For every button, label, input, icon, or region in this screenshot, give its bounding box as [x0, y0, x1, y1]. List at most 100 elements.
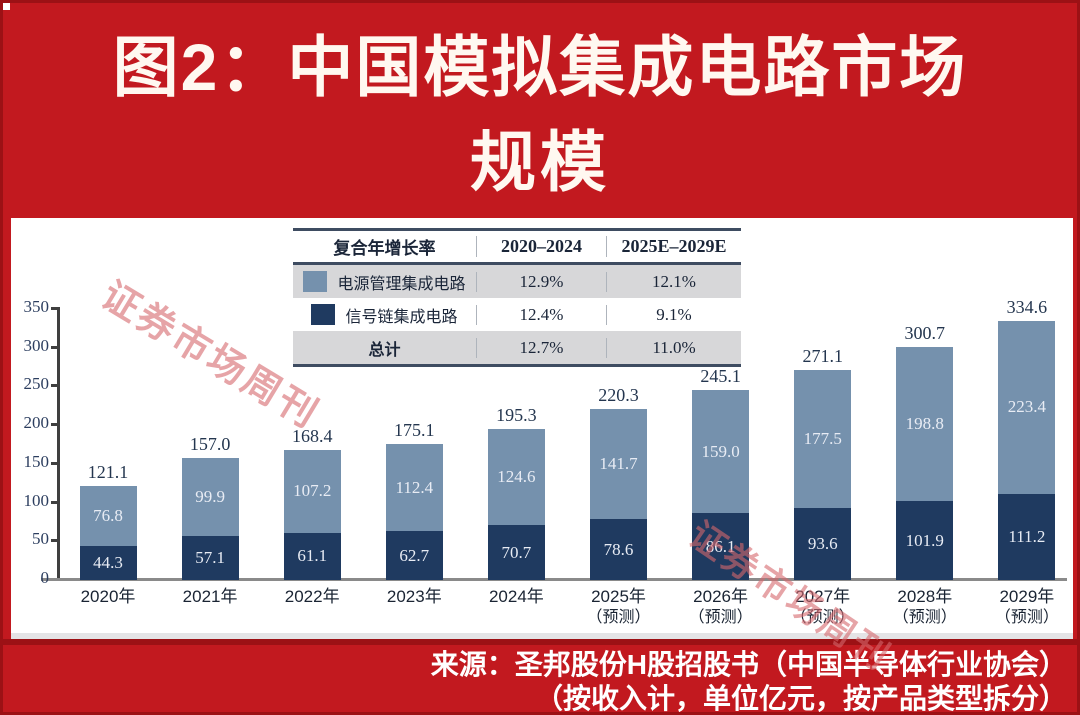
bar-light-value-label: 159.0 [701, 441, 740, 461]
source-line2: （按收入计，单位亿元，按产品类型拆分） [534, 683, 1067, 714]
legend-label: 信号链集成电路 [345, 308, 458, 326]
bar-light-value-label: 141.7 [599, 454, 638, 474]
bar-dark-value-label: 62.7 [399, 545, 430, 565]
red-divider [3, 639, 1077, 645]
cagr-value: 11.0% [606, 337, 741, 358]
cagr-value: 12.1% [606, 271, 741, 292]
y-axis-label: 250 [23, 374, 50, 394]
cagr-value: 12.4% [476, 304, 606, 325]
bar-light-value-label: 198.8 [905, 414, 944, 434]
bar-dark-value-label: 86.1 [705, 536, 736, 556]
legend-row-power-management: 电源管理集成电路 12.9% 12.1% [293, 265, 741, 298]
corner-artifact [3, 3, 10, 10]
stacked-bar-light-2027年 [794, 370, 852, 508]
legend-row-total: 总计 12.7% 11.0% [293, 331, 741, 364]
bar-light-value-label: 76.8 [93, 505, 123, 525]
x-axis-label-2027年: 2027年 （预测） [790, 587, 855, 626]
x-axis-label-2021年: 2021年 [182, 587, 238, 606]
bar-dark-value-label: 70.7 [501, 542, 532, 562]
stacked-bar-dark-2023年 [385, 531, 443, 580]
bar-total-label: 157.0 [189, 434, 231, 455]
cagr-header-metric: 复合年增长率 [333, 239, 436, 258]
signal-chain-swatch [311, 304, 336, 325]
bar-total-label: 175.1 [394, 420, 435, 441]
x-axis-label-2029年: 2029年 （预测） [994, 587, 1059, 626]
y-axis-label: 350 [23, 297, 50, 316]
bar-total-label: 195.3 [496, 404, 537, 425]
bar-light-value-label: 177.5 [803, 428, 842, 448]
bar-total-label: 271.1 [802, 346, 843, 367]
bar-dark-value-label: 101.9 [905, 530, 944, 550]
bar-light-value-label: 107.2 [293, 481, 332, 501]
y-axis-tick [51, 345, 58, 349]
bar-light-value-label: 112.4 [395, 477, 434, 497]
stacked-bar-light-2023年 [385, 444, 443, 532]
stacked-bar-dark-2021年 [181, 535, 239, 580]
y-axis-tick [51, 384, 58, 388]
x-axis-label-2028年: 2028年 （预测） [892, 587, 957, 626]
power-management-swatch [303, 271, 328, 292]
stacked-bar-dark-2027年 [794, 507, 852, 580]
y-axis-tick [51, 539, 58, 543]
y-axis-label: 50 [32, 529, 49, 549]
bar-dark-value-label: 111.2 [1008, 526, 1046, 546]
cagr-table-header-row: 复合年增长率 2020–2024 2025E–2029E [293, 231, 741, 265]
stacked-bar-dark-2026年 [692, 513, 750, 580]
bar-light-value-label: 223.4 [1007, 397, 1047, 417]
y-axis-label: 300 [23, 335, 50, 355]
stacked-bar-dark-2024年 [487, 525, 545, 580]
bar-light-value-label: 124.6 [497, 467, 536, 487]
cagr-header-2025e-2029e: 2025E–2029E [606, 236, 741, 257]
bar-light-value-label: 99.9 [195, 487, 225, 507]
bar-total-label: 121.1 [87, 462, 129, 483]
bar-dark-value-label: 78.6 [603, 539, 634, 559]
bar-total-label: 245.1 [700, 366, 741, 387]
source-line1: 来源：圣邦股份H股招股书（中国半导体行业协会） [430, 649, 1067, 680]
cagr-value: 12.9% [476, 271, 606, 292]
bar-dark-value-label: 93.6 [807, 533, 838, 553]
y-axis-tick [51, 423, 58, 427]
stacked-bar-dark-2028年 [896, 501, 954, 580]
stacked-bar-light-2029年 [998, 320, 1056, 494]
bar-total-label: 168.4 [291, 425, 333, 446]
y-axis-line [57, 307, 60, 580]
stacked-bar-dark-2025年 [590, 519, 647, 580]
figure-title-line2: 规模 [470, 125, 610, 199]
y-axis-label: 0 [40, 568, 50, 587]
legend-label: 电源管理集成电路 [337, 275, 466, 293]
bar-total-label: 220.3 [598, 385, 639, 406]
stacked-bar-light-2020年 [79, 486, 137, 546]
stacked-bar-light-2025年 [590, 409, 647, 520]
cagr-value: 9.1% [606, 304, 741, 325]
stacked-bar-light-2026年 [692, 390, 750, 514]
cagr-value: 12.7% [476, 337, 606, 358]
source-footer: 来源：圣邦股份H股招股书（中国半导体行业协会） （按收入计，单位亿元，按产品类型… [3, 645, 1077, 714]
cagr-legend-table: 复合年增长率 2020–2024 2025E–2029E 电源管理集成电路 12… [293, 228, 741, 367]
x-axis-line [41, 578, 1067, 581]
stacked-bar-light-2021年 [181, 458, 239, 536]
cagr-header-2020-2024: 2020–2024 [476, 236, 606, 257]
legend-row-signal-chain: 信号链集成电路 12.4% 9.1% [293, 298, 741, 331]
stacked-bar-dark-2020年 [79, 545, 137, 580]
chart-plot: 0 50 100 150 200 250 300 350 121.1 76.8 44.3 2020年 1… [11, 218, 1073, 638]
y-axis-label: 200 [23, 413, 50, 433]
x-axis-label-2020年: 2020年 [80, 587, 136, 606]
x-axis-label-2023年: 2023年 [386, 587, 442, 606]
chart-panel: 0 50 100 150 200 250 300 350 121.1 76.8 44.3 2020年 1… [11, 218, 1073, 638]
stacked-bar-light-2024年 [487, 428, 545, 526]
y-axis-label: 100 [23, 490, 50, 510]
y-axis-tick [51, 461, 58, 465]
bar-dark-value-label: 57.1 [195, 547, 225, 567]
bar-dark-value-label: 61.1 [297, 546, 328, 566]
stacked-bar-light-2028年 [896, 347, 954, 502]
x-axis-label-2022年: 2022年 [284, 587, 340, 606]
bar-total-label: 300.7 [904, 323, 946, 344]
bar-dark-value-label: 44.3 [93, 552, 123, 572]
legend-label-total: 总计 [368, 341, 401, 359]
x-axis-label-2026年: 2026年 （预测） [688, 587, 753, 626]
stacked-bar-light-2022年 [283, 449, 341, 533]
y-axis-tick [51, 307, 58, 310]
panel-bottom-edge [11, 633, 1073, 639]
stacked-bar-dark-2029年 [998, 493, 1056, 580]
y-axis-label: 150 [23, 451, 50, 471]
